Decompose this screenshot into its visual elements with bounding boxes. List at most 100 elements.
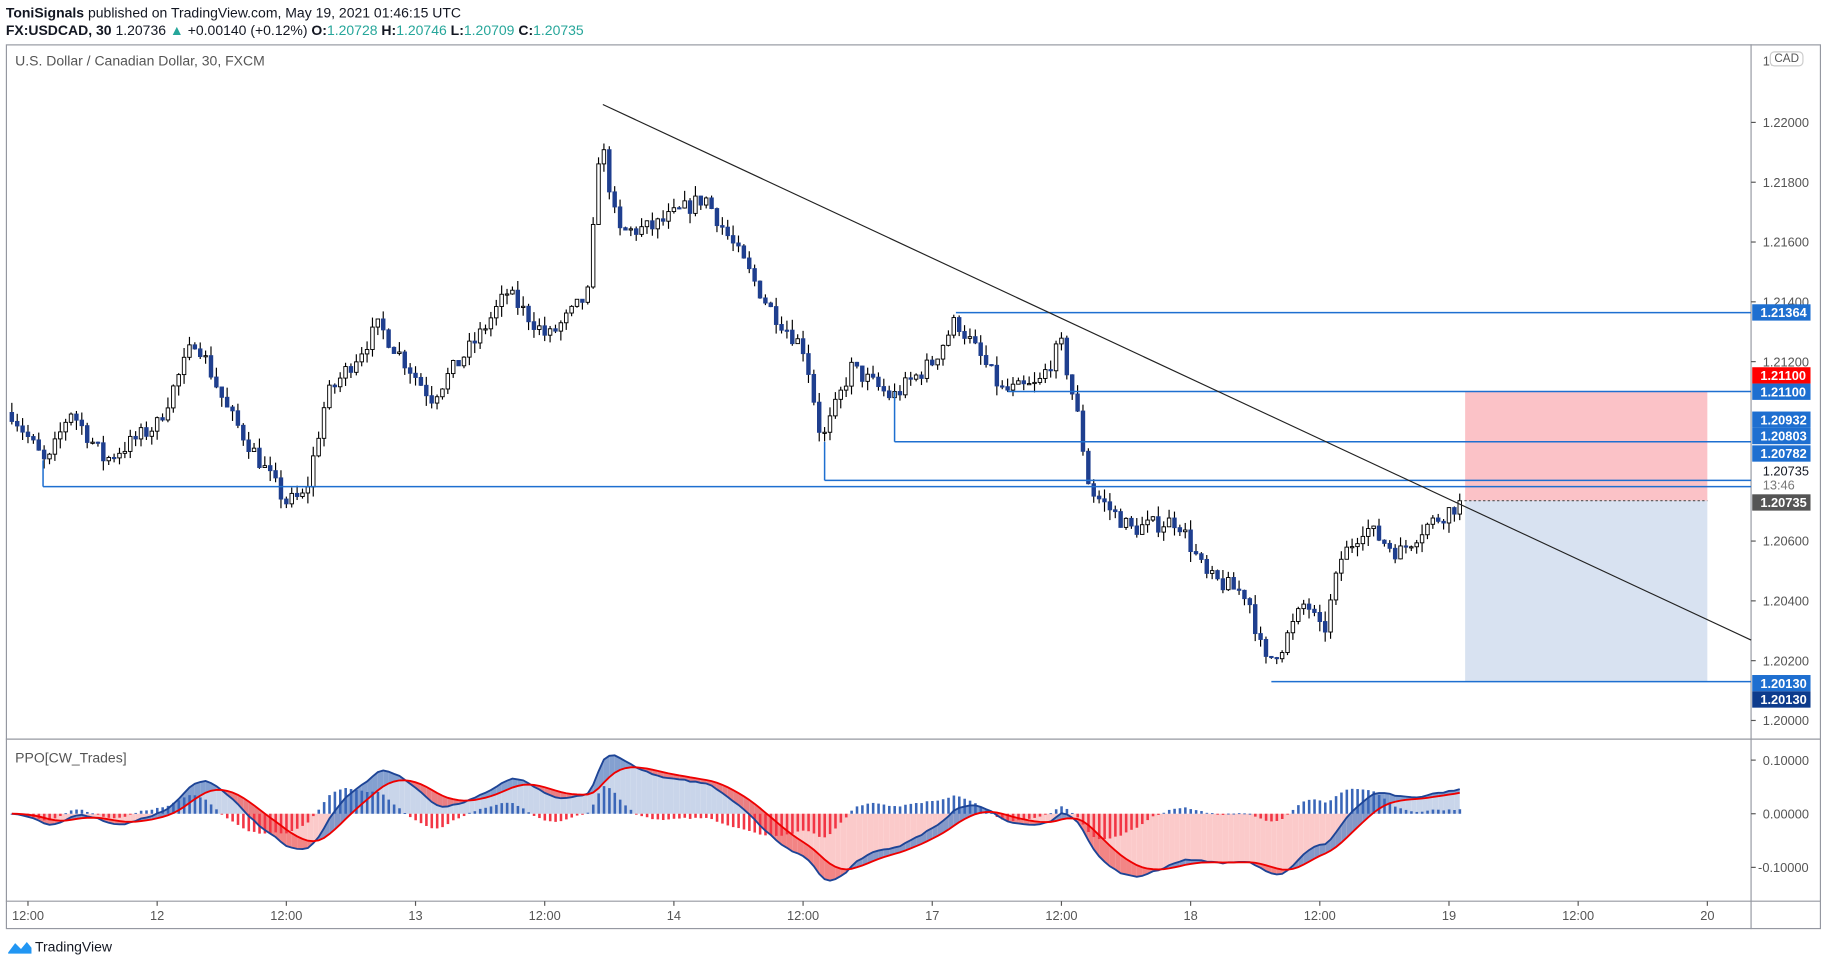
up-triangle-icon: ▲ [169,22,184,39]
tradingview-logo[interactable]: TradingView [7,938,112,955]
ppo-histogram-bar [974,803,977,814]
ppo-signal-area [577,794,583,814]
candle [1150,516,1156,521]
ppo-histogram-bar [1216,813,1219,815]
ppo-cross-area [388,771,394,784]
candle [154,417,160,432]
ppo-histogram-bar [758,813,762,835]
ppo-histogram-bar [446,813,450,825]
candle [526,305,531,323]
ppo-histogram-bar [1286,813,1289,815]
candle [542,325,547,336]
ppo-histogram-bar [731,813,735,828]
ppo-cross-area [792,834,798,854]
open-label: O: [311,22,327,39]
ppo-cross-area [614,755,621,773]
ppo-signal-area [1443,794,1449,814]
time-tick-label: 17 [925,908,939,923]
candle [68,413,74,423]
ppo-histogram-bar [430,813,434,829]
ppo-histogram-bar [236,813,240,825]
price-tick-label: 1.20200 [1763,653,1809,668]
ppo-histogram-bar [419,813,423,824]
ppo-histogram-bar [1044,813,1047,815]
candle [1339,558,1344,574]
ppo-cross-area [372,772,378,795]
ppo-histogram-bar [1254,813,1257,817]
ppo-histogram-bar [306,813,310,823]
candle [257,447,262,468]
ppo-histogram-bar [990,813,993,814]
ppo-histogram-bar [624,805,627,814]
ppo-signal-area [641,767,647,814]
ppo-histogram-bar [1184,807,1187,814]
ppo-cross-area [916,835,922,847]
ppo-histogram-bar [1205,812,1209,814]
ppo-histogram-bar [1151,813,1155,817]
candle [687,200,693,214]
ppo-histogram-bar [215,809,218,814]
candle [1016,380,1021,385]
ppo-signal-area [679,775,685,814]
ppo-signal-area [1244,813,1250,863]
candle [1177,527,1183,533]
ppo-histogram-bar [511,803,514,814]
ppo-cross-area [431,789,438,806]
ppo-histogram-bar [710,813,713,820]
ppo-histogram-bar [1248,813,1252,815]
tradingview-logo-icon [8,941,32,954]
ppo-cross-area [797,838,804,857]
ppo-signal-area [587,792,594,814]
ppo-histogram-bar [850,810,853,814]
candle [1274,657,1279,660]
candle [876,376,881,388]
candle [741,245,747,259]
candle [924,359,930,379]
ppo-histogram-bar [683,813,687,818]
candle [160,417,165,421]
candle [144,427,149,437]
candle [1118,511,1123,528]
ppo-histogram-bar [489,806,493,814]
ppo-histogram-bar [1237,813,1241,815]
ppo-histogram-bar [839,813,843,823]
ppo-histogram-bar [204,799,208,814]
candle [757,280,763,299]
ppo-cross-area [324,818,330,838]
currency-button[interactable]: CAD [1769,51,1804,67]
candle [1366,528,1371,537]
candle [1113,509,1118,513]
candle [1193,551,1199,555]
ppo-histogram-bar [376,791,380,814]
candle [1360,535,1366,545]
candle [693,195,698,214]
ppo-histogram-bar [129,813,132,815]
candle [41,449,47,460]
price-tick-label: 1.20400 [1763,594,1809,609]
ppo-signal-area [1427,796,1433,814]
candle [370,326,375,350]
ppo-histogram-bar [473,811,477,814]
candle [1075,393,1080,412]
candle [747,257,752,270]
ppo-cross-area [1335,824,1342,848]
ppo-signal-area [582,794,588,814]
candle [1333,572,1339,601]
candle [472,340,477,344]
ppo-cross-area [1314,844,1320,859]
ppo-title: PPO[CW_Trades] [15,749,127,766]
level-label: 1.21364 [1760,305,1807,320]
candle [251,447,257,452]
publisher[interactable]: ToniSignals [5,4,85,21]
ppo-histogram-bar [1119,813,1123,836]
candle [1409,546,1414,549]
candle [36,439,41,451]
chart-frame[interactable] [5,44,1822,930]
ppo-histogram-bar [53,813,57,819]
ppo-histogram-bar [1092,813,1096,838]
ppo-signal-area [1142,813,1148,869]
ppo-histogram-bar [435,813,439,829]
candle [736,242,741,247]
ppo-histogram-bar [1135,813,1139,828]
